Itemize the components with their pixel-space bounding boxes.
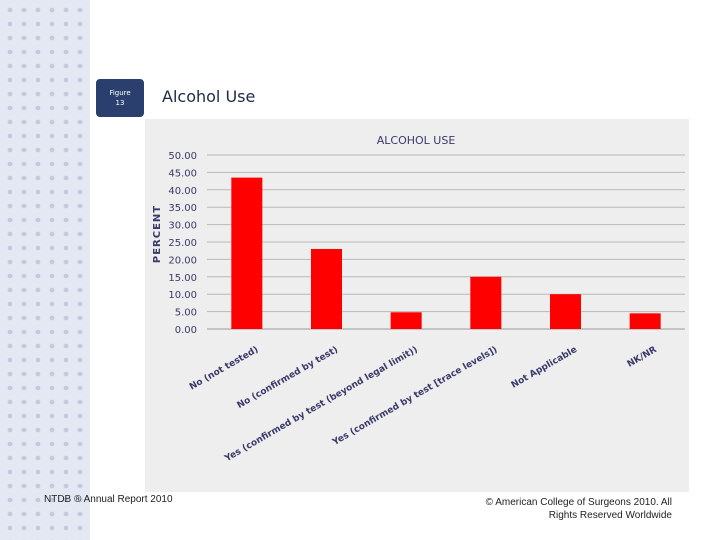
y-tick-label: 40.00 [168, 186, 197, 197]
figure-badge: Figure 13 [96, 79, 144, 117]
x-tick-label: NK/NR [626, 345, 659, 370]
chart-panel: ALCOHOL USE PERCENT 0.00 5.00 10.00 15.00 20… [145, 119, 689, 492]
y-tick-label: 45.00 [168, 168, 197, 179]
y-tick-label: 30.00 [168, 221, 197, 232]
y-axis-label: PERCENT [152, 205, 163, 263]
alcohol-use-bar-chart: ALCOHOL USE PERCENT 0.00 5.00 10.00 15.00 20… [152, 134, 685, 465]
figure-badge-label: Figure [109, 89, 131, 97]
bar [470, 276, 502, 329]
footer-copyright: © American College of Surgeons 2010. All… [485, 497, 672, 521]
bar [550, 294, 581, 329]
y-tick-label: 50.00 [168, 151, 197, 162]
decorative-dot-strip [0, 0, 90, 540]
gridlines [207, 154, 685, 330]
y-tick-label: 10.00 [168, 290, 197, 301]
y-tick-label: 25.00 [168, 238, 197, 249]
x-tick-label: Not Applicable [510, 345, 579, 391]
y-tick-label: 35.00 [168, 203, 197, 214]
x-tick-labels: No (not tested)No (confirmed by test)Yes… [188, 345, 659, 465]
y-tick-labels: 0.00 5.00 10.00 15.00 20.00 25.00 30.00 35.00 40… [168, 151, 197, 336]
figure-badge-number: 13 [115, 99, 125, 107]
y-tick-label: 20.00 [168, 255, 197, 266]
chart-title: ALCOHOL USE [377, 134, 456, 147]
bar [311, 248, 342, 329]
x-tick-label: No (not tested) [188, 345, 260, 393]
slide-title: Alcohol Use [162, 87, 256, 106]
bar [390, 312, 422, 329]
bar [629, 313, 661, 329]
x-tick-label: Yes (confirmed by test [trace levels]) [330, 345, 499, 448]
bar [231, 177, 263, 329]
y-tick-label: 0.00 [175, 325, 197, 336]
y-tick-label: 15.00 [168, 273, 197, 284]
footer-report-name: NTDB ® Annual Report 2010 [44, 494, 173, 505]
bars [231, 177, 661, 329]
y-tick-label: 5.00 [175, 308, 197, 319]
